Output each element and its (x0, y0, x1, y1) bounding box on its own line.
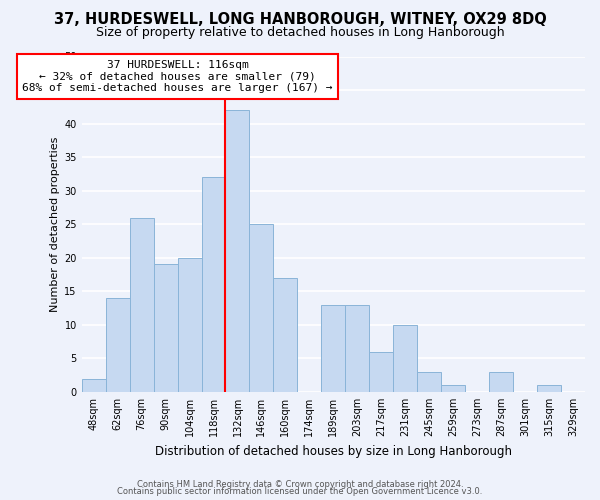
Bar (226, 110, 250, 392)
Text: 37, HURDESWELL, LONG HANBOROUGH, WITNEY, OX29 8DQ: 37, HURDESWELL, LONG HANBOROUGH, WITNEY,… (53, 12, 547, 28)
Text: Contains HM Land Registry data © Crown copyright and database right 2024.: Contains HM Land Registry data © Crown c… (137, 480, 463, 489)
Bar (417, 372, 441, 392)
X-axis label: Distribution of detached houses by size in Long Hanborough: Distribution of detached houses by size … (155, 444, 512, 458)
Bar (106, 298, 130, 392)
Bar (202, 178, 226, 392)
Bar (250, 224, 274, 392)
Bar (393, 325, 417, 392)
Bar (441, 385, 465, 392)
Bar (489, 372, 513, 392)
Bar (130, 218, 154, 392)
Bar (322, 304, 346, 392)
Bar (369, 352, 393, 392)
Text: Size of property relative to detached houses in Long Hanborough: Size of property relative to detached ho… (95, 26, 505, 39)
Bar (154, 264, 178, 392)
Bar (82, 378, 106, 392)
Bar (178, 258, 202, 392)
Y-axis label: Number of detached properties: Number of detached properties (50, 136, 60, 312)
Text: Contains public sector information licensed under the Open Government Licence v3: Contains public sector information licen… (118, 488, 482, 496)
Bar (346, 304, 369, 392)
Bar (274, 278, 298, 392)
Bar (537, 385, 561, 392)
Text: 37 HURDESWELL: 116sqm
← 32% of detached houses are smaller (79)
68% of semi-deta: 37 HURDESWELL: 116sqm ← 32% of detached … (22, 60, 333, 93)
